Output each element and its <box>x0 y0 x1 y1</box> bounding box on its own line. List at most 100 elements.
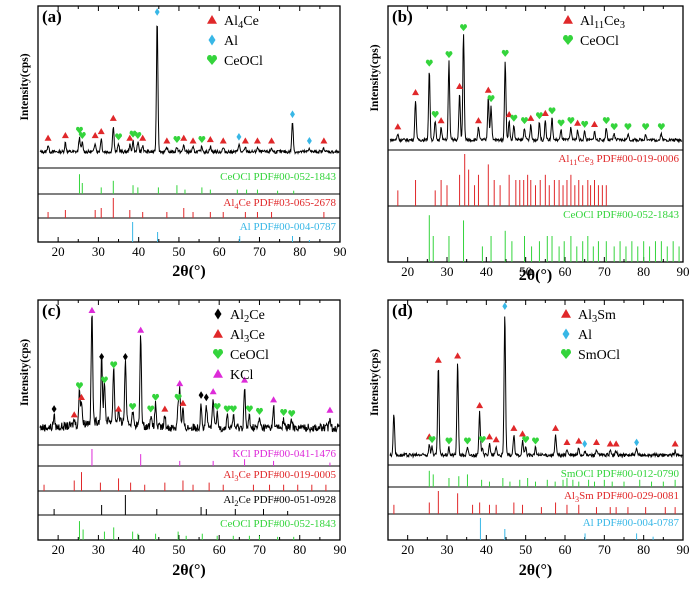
ref-label: Al2Ce PDF#00-051-0928 <box>223 494 336 508</box>
peak-marker-heart <box>75 382 83 390</box>
peak-marker-tri <box>44 134 52 141</box>
x-tick-label: 20 <box>401 264 414 279</box>
peak-marker-kcl <box>209 388 217 395</box>
ref-label: KCl PDF#00-041-1476 <box>232 448 336 460</box>
peak-marker-tri <box>519 430 527 437</box>
x-tick-label: 50 <box>172 542 185 557</box>
legend-marker-triangle <box>207 15 217 24</box>
peak-marker-dia <box>306 136 312 145</box>
peak-marker-dia <box>634 438 640 447</box>
peak-marker-tri <box>591 120 598 127</box>
peak-marker-heart <box>510 114 518 122</box>
peak-marker-heart <box>115 133 123 141</box>
peak-marker-kcl <box>326 406 334 413</box>
xrd-trace <box>39 25 340 155</box>
peak-marker-kcl <box>176 379 184 387</box>
legend-marker-heart <box>213 349 223 359</box>
x-tick-label: 80 <box>637 542 650 557</box>
peak-marker-tri <box>91 132 99 139</box>
panel-label: (a) <box>42 7 62 26</box>
legend-marker-triangle <box>213 369 223 378</box>
xrd-trace <box>39 315 340 434</box>
peak-marker-tri <box>394 123 402 130</box>
plot-frame <box>387 299 684 541</box>
x-tick-label: 80 <box>293 244 306 259</box>
peak-marker-tri <box>606 440 614 447</box>
peak-marker-heart <box>280 408 288 416</box>
x-tick-label: 60 <box>213 542 226 557</box>
peak-marker-dia <box>203 393 209 402</box>
ref-label: SmOCl PDF#00-012-0790 <box>561 468 680 480</box>
peak-marker-tri <box>253 137 261 144</box>
peak-marker-heart <box>425 59 433 67</box>
x-tick-label: 30 <box>92 542 105 557</box>
peak-marker-heart <box>445 437 453 445</box>
peak-marker-heart <box>522 436 530 444</box>
ref-label: Al4Ce PDF#03-065-2678 <box>223 197 336 211</box>
legend-label: Al <box>224 34 238 49</box>
peak-marker-heart <box>610 123 618 131</box>
ref-label: CeOCl PDF#00-052-1843 <box>220 518 336 530</box>
peak-marker-heart <box>198 135 206 143</box>
legend-label: SmOCl <box>578 348 620 363</box>
peak-marker-tri <box>109 114 117 121</box>
peak-marker-tri <box>575 437 583 444</box>
peak-marker-tri <box>541 109 549 116</box>
x-tick-label: 20 <box>52 542 65 557</box>
x-tick-label: 50 <box>519 542 532 557</box>
legend-marker-diamond <box>562 328 570 340</box>
panel-label: (c) <box>42 301 61 320</box>
peak-marker-heart <box>642 123 650 131</box>
peak-marker-tri <box>180 134 188 141</box>
peak-marker-tri <box>552 424 560 431</box>
plot-frame <box>387 5 684 263</box>
peak-marker-kcl <box>270 396 278 403</box>
peak-marker-dia <box>154 8 160 16</box>
y-axis-label: Intensity(cps) <box>369 44 381 111</box>
peak-marker-heart <box>173 135 181 143</box>
peak-marker-heart <box>548 107 556 115</box>
peak-marker-heart <box>581 120 589 128</box>
peak-marker-heart <box>229 405 237 413</box>
peak-marker-heart <box>245 405 253 413</box>
peak-marker-heart <box>535 112 543 120</box>
x-tick-label: 90 <box>334 542 347 557</box>
peak-marker-tri <box>189 137 197 144</box>
peak-marker-dia <box>582 439 588 448</box>
xrd-trace <box>389 34 683 144</box>
chart-panel-2: 20 30 40 50 60 70 80 90 2θ(°) Intensity(cps) (c) Al… <box>19 299 347 579</box>
legend-marker-heart <box>561 349 571 359</box>
x-tick-label: 30 <box>92 244 105 259</box>
y-axis-label: Intensity(cps) <box>19 339 31 406</box>
peak-marker-tri <box>592 438 600 446</box>
x-tick-label: 90 <box>677 264 690 279</box>
peak-marker-tri <box>492 436 500 443</box>
peak-marker-tri <box>206 135 214 143</box>
ref-label: Al3Sm PDF#00-029-0081 <box>564 490 679 504</box>
peak-marker-kcl <box>241 376 249 383</box>
peak-marker-heart <box>478 436 486 444</box>
y-axis-label: Intensity(cps) <box>19 53 31 120</box>
chart-panel-3: 20 30 40 50 60 70 80 90 2θ(°) Intensity(cps) (d) Al… <box>369 299 690 579</box>
xrd-trace <box>389 316 683 459</box>
chart-panel-1: 20 30 40 50 60 70 80 90 2θ(°) Intensity(cps) (b) Al… <box>369 5 690 284</box>
peak-marker-tri <box>434 356 442 363</box>
peak-marker-heart <box>431 111 439 119</box>
y-axis-label: Intensity(cps) <box>369 349 381 416</box>
peak-marker-tri <box>219 137 227 144</box>
x-tick-label: 40 <box>132 244 145 259</box>
peak-marker-tri <box>77 393 85 401</box>
peak-marker-heart <box>223 405 231 413</box>
peak-marker-heart <box>657 123 665 131</box>
peak-marker-tri <box>484 86 492 93</box>
peak-marker-heart <box>152 393 160 401</box>
peak-marker-heart <box>75 126 83 134</box>
legend-label: Al <box>578 328 592 343</box>
legend-label: CeOCl <box>230 348 269 363</box>
x-tick-label: 60 <box>559 542 572 557</box>
legend-marker-heart <box>207 55 217 65</box>
peak-marker-tri <box>456 82 464 90</box>
ref-label: Al3Ce PDF#00-019-0005 <box>223 469 336 483</box>
x-tick-label: 70 <box>253 542 266 557</box>
